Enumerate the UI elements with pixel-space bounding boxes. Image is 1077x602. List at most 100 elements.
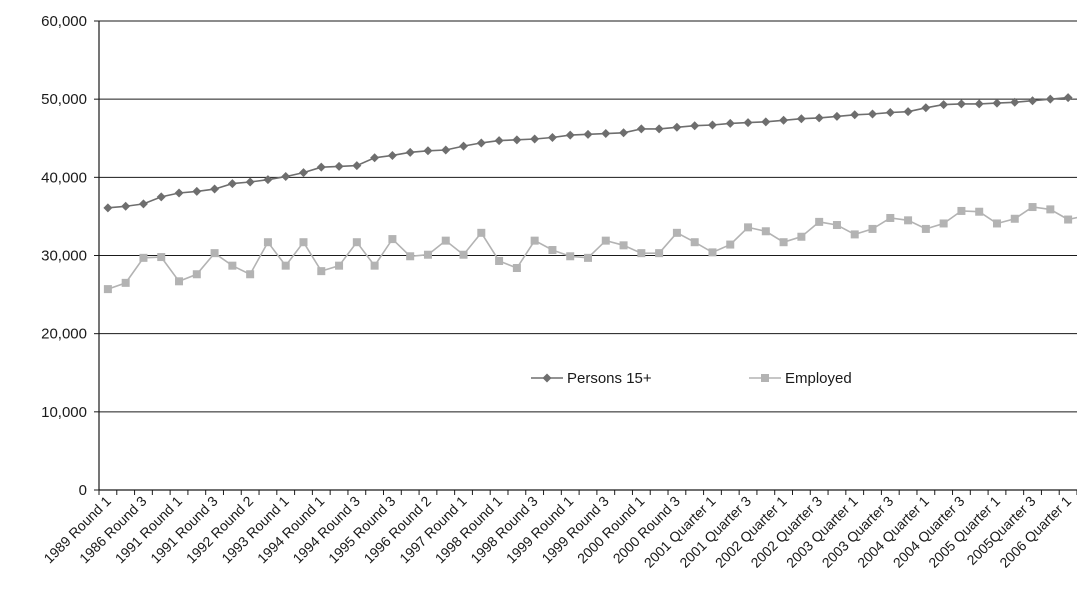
data-point: [370, 261, 379, 270]
data-point: [584, 253, 592, 262]
data-point: [530, 134, 540, 144]
data-point: [335, 261, 344, 270]
data-point: [975, 207, 984, 216]
data-point: [761, 227, 770, 236]
data-point: [939, 219, 948, 228]
data-point: [868, 224, 877, 233]
data-point: [121, 201, 131, 211]
series-line: [107, 96, 1069, 209]
y-tick-label: 10,000: [41, 404, 87, 421]
data-point: [263, 175, 273, 185]
data-point: [1028, 96, 1038, 106]
data-point: [547, 132, 557, 142]
data-point: [459, 141, 469, 151]
data-point: [352, 238, 361, 247]
data-point: [939, 100, 949, 110]
legend-label: Persons 15+: [567, 370, 652, 387]
data-point: [192, 186, 202, 196]
data-point: [815, 217, 824, 226]
data-point: [601, 129, 611, 139]
data-point: [904, 216, 913, 225]
legend-marker: [542, 373, 552, 383]
data-point: [512, 264, 521, 273]
data-point: [388, 235, 397, 244]
data-point: [405, 147, 415, 157]
data-point: [637, 249, 646, 258]
data-point: [601, 236, 610, 245]
data-point: [495, 256, 504, 265]
data-point: [796, 114, 806, 124]
data-point: [725, 118, 735, 128]
data-point: [708, 248, 717, 257]
data-point: [957, 206, 966, 215]
data-point: [744, 223, 753, 232]
y-tick-label: 40,000: [41, 169, 87, 186]
data-point: [138, 199, 148, 209]
legend-item: Persons 15+: [531, 370, 652, 387]
data-point: [441, 236, 450, 245]
data-point: [1046, 205, 1055, 214]
legend: Persons 15+ Employed: [531, 370, 852, 387]
y-tick-label: 0: [79, 482, 87, 499]
data-point: [246, 270, 255, 279]
data-point: [281, 261, 290, 270]
data-point: [477, 228, 486, 237]
data-point: [707, 120, 717, 130]
data-point: [566, 252, 575, 261]
data-point: [672, 228, 681, 237]
data-point: [192, 270, 201, 279]
data-point: [352, 161, 362, 171]
series-persons-15-plus: [103, 93, 1073, 213]
data-point: [299, 238, 308, 247]
data-point: [174, 188, 184, 198]
data-point: [886, 213, 895, 222]
data-point: [406, 252, 415, 261]
data-point: [441, 145, 451, 155]
data-point: [619, 128, 629, 138]
legend-item: Employed: [749, 370, 852, 387]
data-point: [317, 267, 326, 276]
data-point: [832, 221, 841, 230]
data-point: [175, 277, 184, 286]
data-point: [157, 253, 166, 262]
y-axis: 0 10,000 20,000 30,000 40,000 50,000 60,000: [41, 13, 99, 499]
series-employed: [103, 203, 1077, 294]
data-point: [1063, 93, 1073, 103]
y-tick-label: 30,000: [41, 248, 87, 265]
data-point: [903, 107, 913, 117]
data-point: [850, 230, 859, 239]
data-point: [779, 115, 789, 125]
data-point: [726, 240, 735, 249]
data-point: [1028, 203, 1037, 212]
data-point: [476, 138, 486, 148]
data-point: [992, 98, 1002, 108]
legend-label: Employed: [785, 370, 852, 387]
gridlines: [99, 20, 1077, 413]
data-point: [636, 124, 646, 134]
series: [103, 93, 1077, 294]
data-point: [210, 184, 220, 194]
data-point: [921, 224, 930, 233]
data-point: [690, 238, 699, 247]
data-point: [298, 168, 308, 178]
data-point: [370, 153, 380, 163]
data-point: [103, 203, 113, 213]
data-point: [619, 241, 628, 250]
data-point: [263, 238, 272, 247]
data-point: [139, 253, 148, 262]
data-point: [885, 107, 895, 117]
data-point: [1010, 214, 1019, 223]
data-point: [921, 103, 931, 113]
data-point: [743, 118, 753, 128]
data-point: [121, 278, 130, 287]
data-point: [868, 109, 878, 119]
data-point: [423, 250, 432, 259]
data-point: [103, 285, 112, 294]
data-point: [459, 250, 468, 259]
data-point: [761, 117, 771, 127]
data-point: [832, 111, 842, 121]
data-point: [779, 238, 788, 247]
data-point: [1064, 215, 1073, 224]
